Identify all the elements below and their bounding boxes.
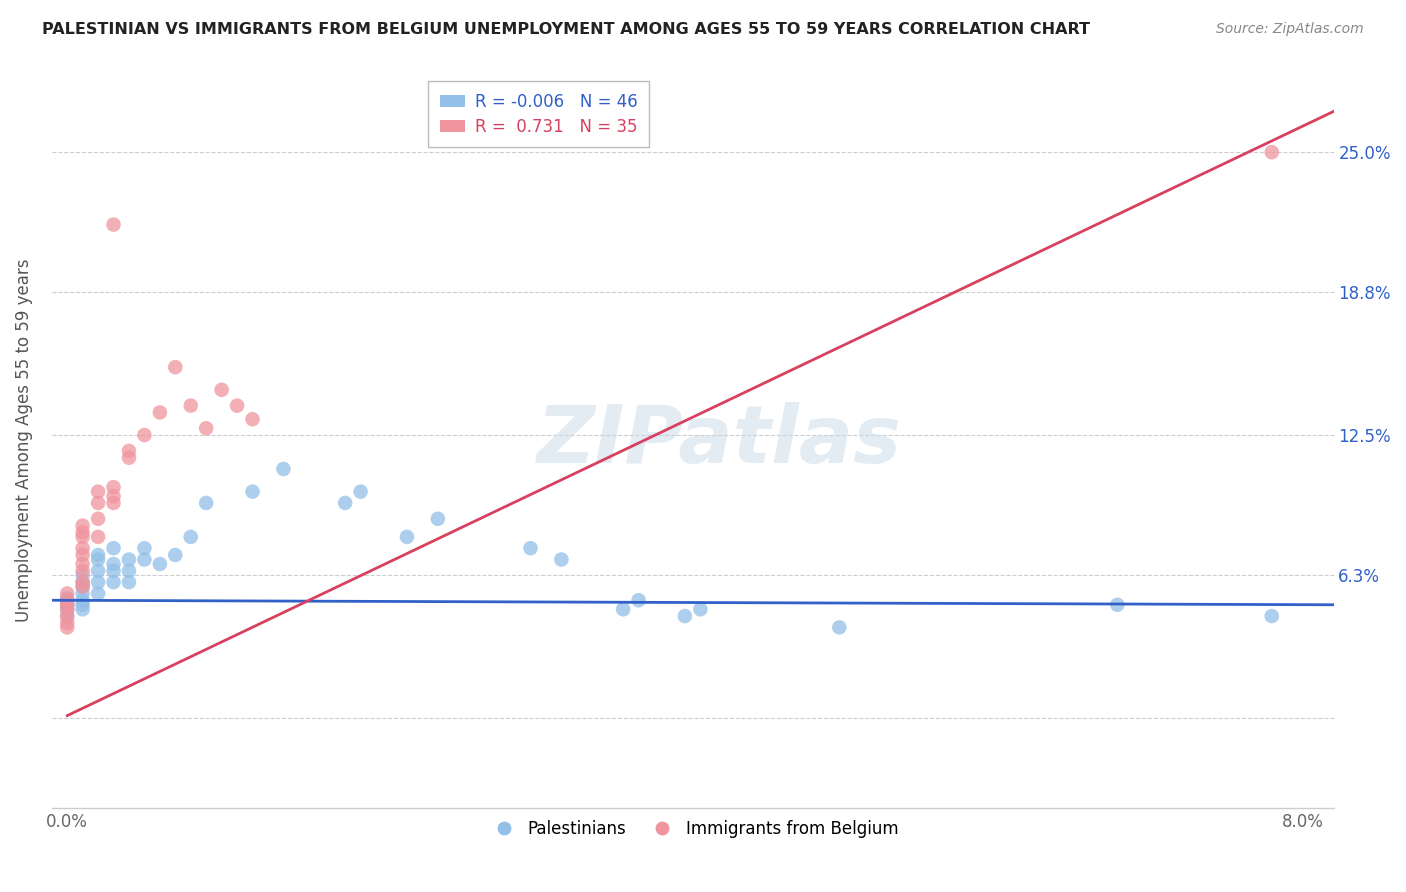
Point [519, 541, 541, 556]
Point [72, 593, 94, 607]
Point [72, 564, 94, 578]
Point [195, 496, 218, 510]
Point [72, 602, 94, 616]
Point [103, 557, 125, 571]
Point [87, 496, 110, 510]
Point [134, 552, 156, 566]
Point [72, 557, 94, 571]
Point [103, 496, 125, 510]
Point [56, 598, 79, 612]
Point [87, 530, 110, 544]
Point [149, 557, 172, 571]
Point [56, 591, 79, 605]
Legend: Palestinians, Immigrants from Belgium: Palestinians, Immigrants from Belgium [481, 813, 905, 844]
Point [87, 484, 110, 499]
Point [118, 564, 141, 578]
Point [87, 586, 110, 600]
Point [550, 552, 572, 566]
Point [165, 548, 187, 562]
Point [103, 564, 125, 578]
Point [395, 530, 418, 544]
Point [87, 512, 110, 526]
Point [118, 575, 141, 590]
Point [56, 615, 79, 630]
Point [226, 399, 249, 413]
Point [72, 580, 94, 594]
Text: PALESTINIAN VS IMMIGRANTS FROM BELGIUM UNEMPLOYMENT AMONG AGES 55 TO 59 YEARS CO: PALESTINIAN VS IMMIGRANTS FROM BELGIUM U… [42, 22, 1090, 37]
Point [72, 580, 94, 594]
Point [673, 609, 696, 624]
Point [612, 602, 634, 616]
Point [87, 564, 110, 578]
Point [1107, 598, 1129, 612]
Point [627, 593, 650, 607]
Point [103, 489, 125, 503]
Point [87, 552, 110, 566]
Point [134, 541, 156, 556]
Point [72, 575, 94, 590]
Point [56, 593, 79, 607]
Point [828, 620, 851, 634]
Point [349, 484, 371, 499]
Point [56, 598, 79, 612]
Point [180, 399, 202, 413]
Point [333, 496, 356, 510]
Point [103, 218, 125, 232]
Point [195, 421, 218, 435]
Point [103, 480, 125, 494]
Point [72, 530, 94, 544]
Point [273, 462, 295, 476]
Point [56, 602, 79, 616]
Point [1261, 145, 1284, 160]
Point [56, 598, 79, 612]
Point [426, 512, 449, 526]
Point [56, 593, 79, 607]
Y-axis label: Unemployment Among Ages 55 to 59 years: Unemployment Among Ages 55 to 59 years [15, 259, 32, 623]
Point [134, 428, 156, 442]
Point [56, 609, 79, 624]
Point [118, 450, 141, 465]
Point [87, 548, 110, 562]
Text: ZIPatlas: ZIPatlas [536, 401, 901, 480]
Point [56, 620, 79, 634]
Point [72, 541, 94, 556]
Point [242, 484, 264, 499]
Point [211, 383, 233, 397]
Point [72, 525, 94, 540]
Point [72, 548, 94, 562]
Point [180, 530, 202, 544]
Point [72, 568, 94, 582]
Point [118, 443, 141, 458]
Point [689, 602, 711, 616]
Point [72, 586, 94, 600]
Point [56, 602, 79, 616]
Point [72, 575, 94, 590]
Point [118, 552, 141, 566]
Point [242, 412, 264, 426]
Point [165, 360, 187, 375]
Point [149, 405, 172, 419]
Point [103, 541, 125, 556]
Point [72, 518, 94, 533]
Point [72, 598, 94, 612]
Text: Source: ZipAtlas.com: Source: ZipAtlas.com [1216, 22, 1364, 37]
Point [56, 609, 79, 624]
Point [103, 575, 125, 590]
Point [56, 586, 79, 600]
Point [87, 575, 110, 590]
Point [1261, 609, 1284, 624]
